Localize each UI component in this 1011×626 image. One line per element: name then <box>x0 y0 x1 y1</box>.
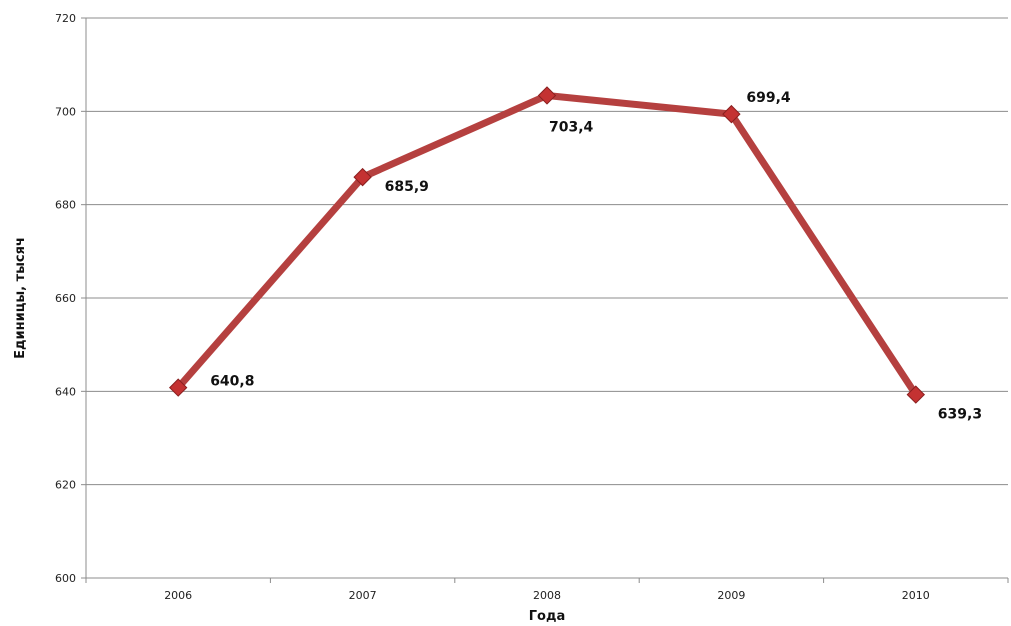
x-tick-label: 2009 <box>717 589 745 602</box>
y-tick-label: 600 <box>55 572 76 585</box>
x-tick-label: 2006 <box>164 589 192 602</box>
y-axis-title: Единицы, тысяч <box>13 237 28 359</box>
y-axis-ticks: 600 620 640 660 680 700 720 <box>55 12 86 585</box>
x-axis-title: Года <box>529 609 566 624</box>
y-tick-label: 680 <box>55 199 76 212</box>
data-point-marker <box>906 385 926 404</box>
data-label: 639,3 <box>938 407 982 423</box>
data-label: 640,8 <box>210 374 254 390</box>
x-tick-label: 2007 <box>349 589 377 602</box>
x-tick-label: 2008 <box>533 589 561 602</box>
y-tick-label: 660 <box>55 292 76 305</box>
data-point-marker <box>722 104 741 124</box>
data-label: 685,9 <box>385 179 429 195</box>
series-line <box>174 91 920 399</box>
data-label: 703,4 <box>549 119 594 135</box>
data-point-marker <box>537 86 557 105</box>
x-tick-label: 2010 <box>902 589 930 602</box>
gridlines <box>86 17 1008 486</box>
data-label: 699,4 <box>746 90 791 106</box>
x-axis-ticks: 2006 2007 2008 2009 2010 <box>85 578 1009 602</box>
series-group <box>168 86 926 404</box>
y-tick-label: 700 <box>55 105 76 118</box>
y-tick-label: 720 <box>55 12 76 25</box>
y-tick-label: 640 <box>55 385 76 398</box>
y-tick-label: 620 <box>55 479 76 492</box>
data-point-marker <box>353 167 372 187</box>
data-point-marker <box>168 378 188 397</box>
data-labels: 640,8 685,9 703,4 699,4 639,3 <box>210 90 982 422</box>
